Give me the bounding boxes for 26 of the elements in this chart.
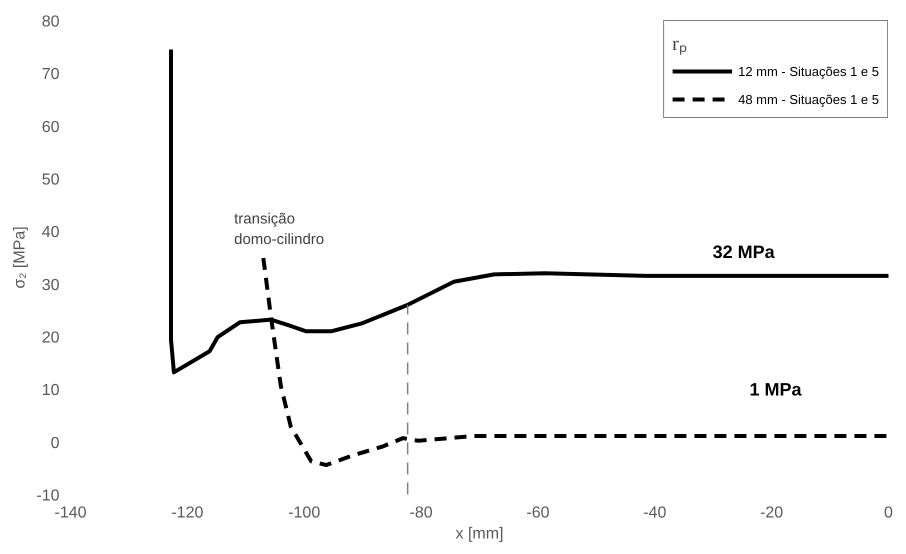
y-tick-label: 50 bbox=[42, 172, 60, 188]
x-tick-label: -40 bbox=[643, 504, 666, 522]
x-tick-label: -20 bbox=[760, 504, 784, 522]
x-tick-label: 0 bbox=[884, 504, 894, 522]
y-tick-label: 10 bbox=[42, 382, 60, 400]
y-axis-title: σ₂ [MPa] bbox=[11, 226, 28, 289]
x-tick-label: -120 bbox=[171, 504, 204, 522]
x-tick-label: -140 bbox=[54, 504, 87, 522]
y-tick-label: 20 bbox=[42, 330, 60, 346]
annotation: transição domo-cilindro bbox=[234, 210, 324, 248]
x-tick-label: -100 bbox=[288, 504, 320, 522]
y-tick-label: 80 bbox=[42, 14, 60, 30]
y-tick-label: 70 bbox=[42, 66, 60, 84]
annotation: 1 MPa bbox=[749, 380, 802, 400]
legend-label: 48 mm - Situações 1 e 5 bbox=[738, 92, 879, 106]
y-tick-label: 0 bbox=[50, 434, 60, 452]
legend-label: 12 mm - Situações 1 e 5 bbox=[738, 64, 879, 78]
x-tick-label: -80 bbox=[410, 504, 433, 522]
legend-title: rₚ bbox=[672, 32, 688, 56]
y-tick-label: 30 bbox=[42, 276, 60, 294]
x-tick-label: -60 bbox=[526, 504, 550, 522]
annotation: 32 MPa bbox=[712, 242, 776, 262]
y-tick-label: 40 bbox=[42, 224, 60, 242]
y-tick-label: -10 bbox=[36, 488, 60, 504]
y-tick-label: 60 bbox=[42, 118, 60, 136]
x-axis-title: x [mm] bbox=[456, 526, 504, 542]
